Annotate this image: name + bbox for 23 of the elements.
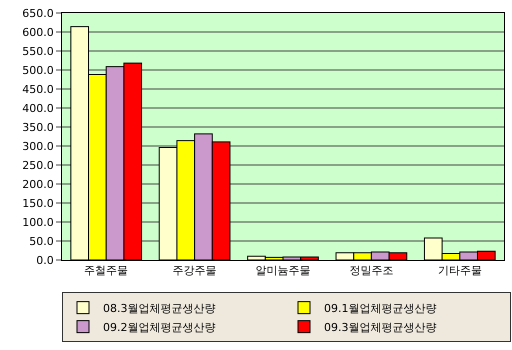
y-tick-label: 300.0 (22, 140, 54, 153)
x-tick-label: 정밀주조 (349, 264, 394, 278)
y-tick-label: 500.0 (22, 64, 54, 77)
y-tick-label: 200.0 (22, 178, 54, 191)
y-tick-label: 350.0 (22, 120, 54, 134)
y-tick-label: 100.0 (22, 216, 54, 229)
x-tick-label: 알미늄주물 (256, 264, 310, 278)
y-tick-label: 650.0 (22, 6, 54, 20)
y-tick-label: 550.0 (22, 44, 54, 58)
x-tick-label: 주철주물 (84, 264, 128, 278)
x-tick-label: 기타주물 (438, 264, 482, 278)
legend-label: 08.3월업체평균생산량 (103, 302, 216, 315)
y-tick-label: 50.0 (29, 234, 54, 248)
x-tick-label: 주강주물 (172, 264, 217, 278)
y-tick-label: 250.0 (22, 158, 54, 172)
y-tick-label: 600.0 (22, 26, 54, 39)
y-tick-label: 150.0 (22, 196, 54, 210)
legend-label: 09.3월업체평균생산량 (324, 320, 436, 334)
legend-label: 09.1월업체평균생산량 (324, 302, 436, 315)
y-tick-label: 400.0 (22, 102, 54, 115)
y-tick-label: 0.0 (36, 254, 54, 267)
y-tick-label: 450.0 (22, 82, 54, 96)
legend-label: 09.2월업체평균생산량 (103, 320, 216, 334)
